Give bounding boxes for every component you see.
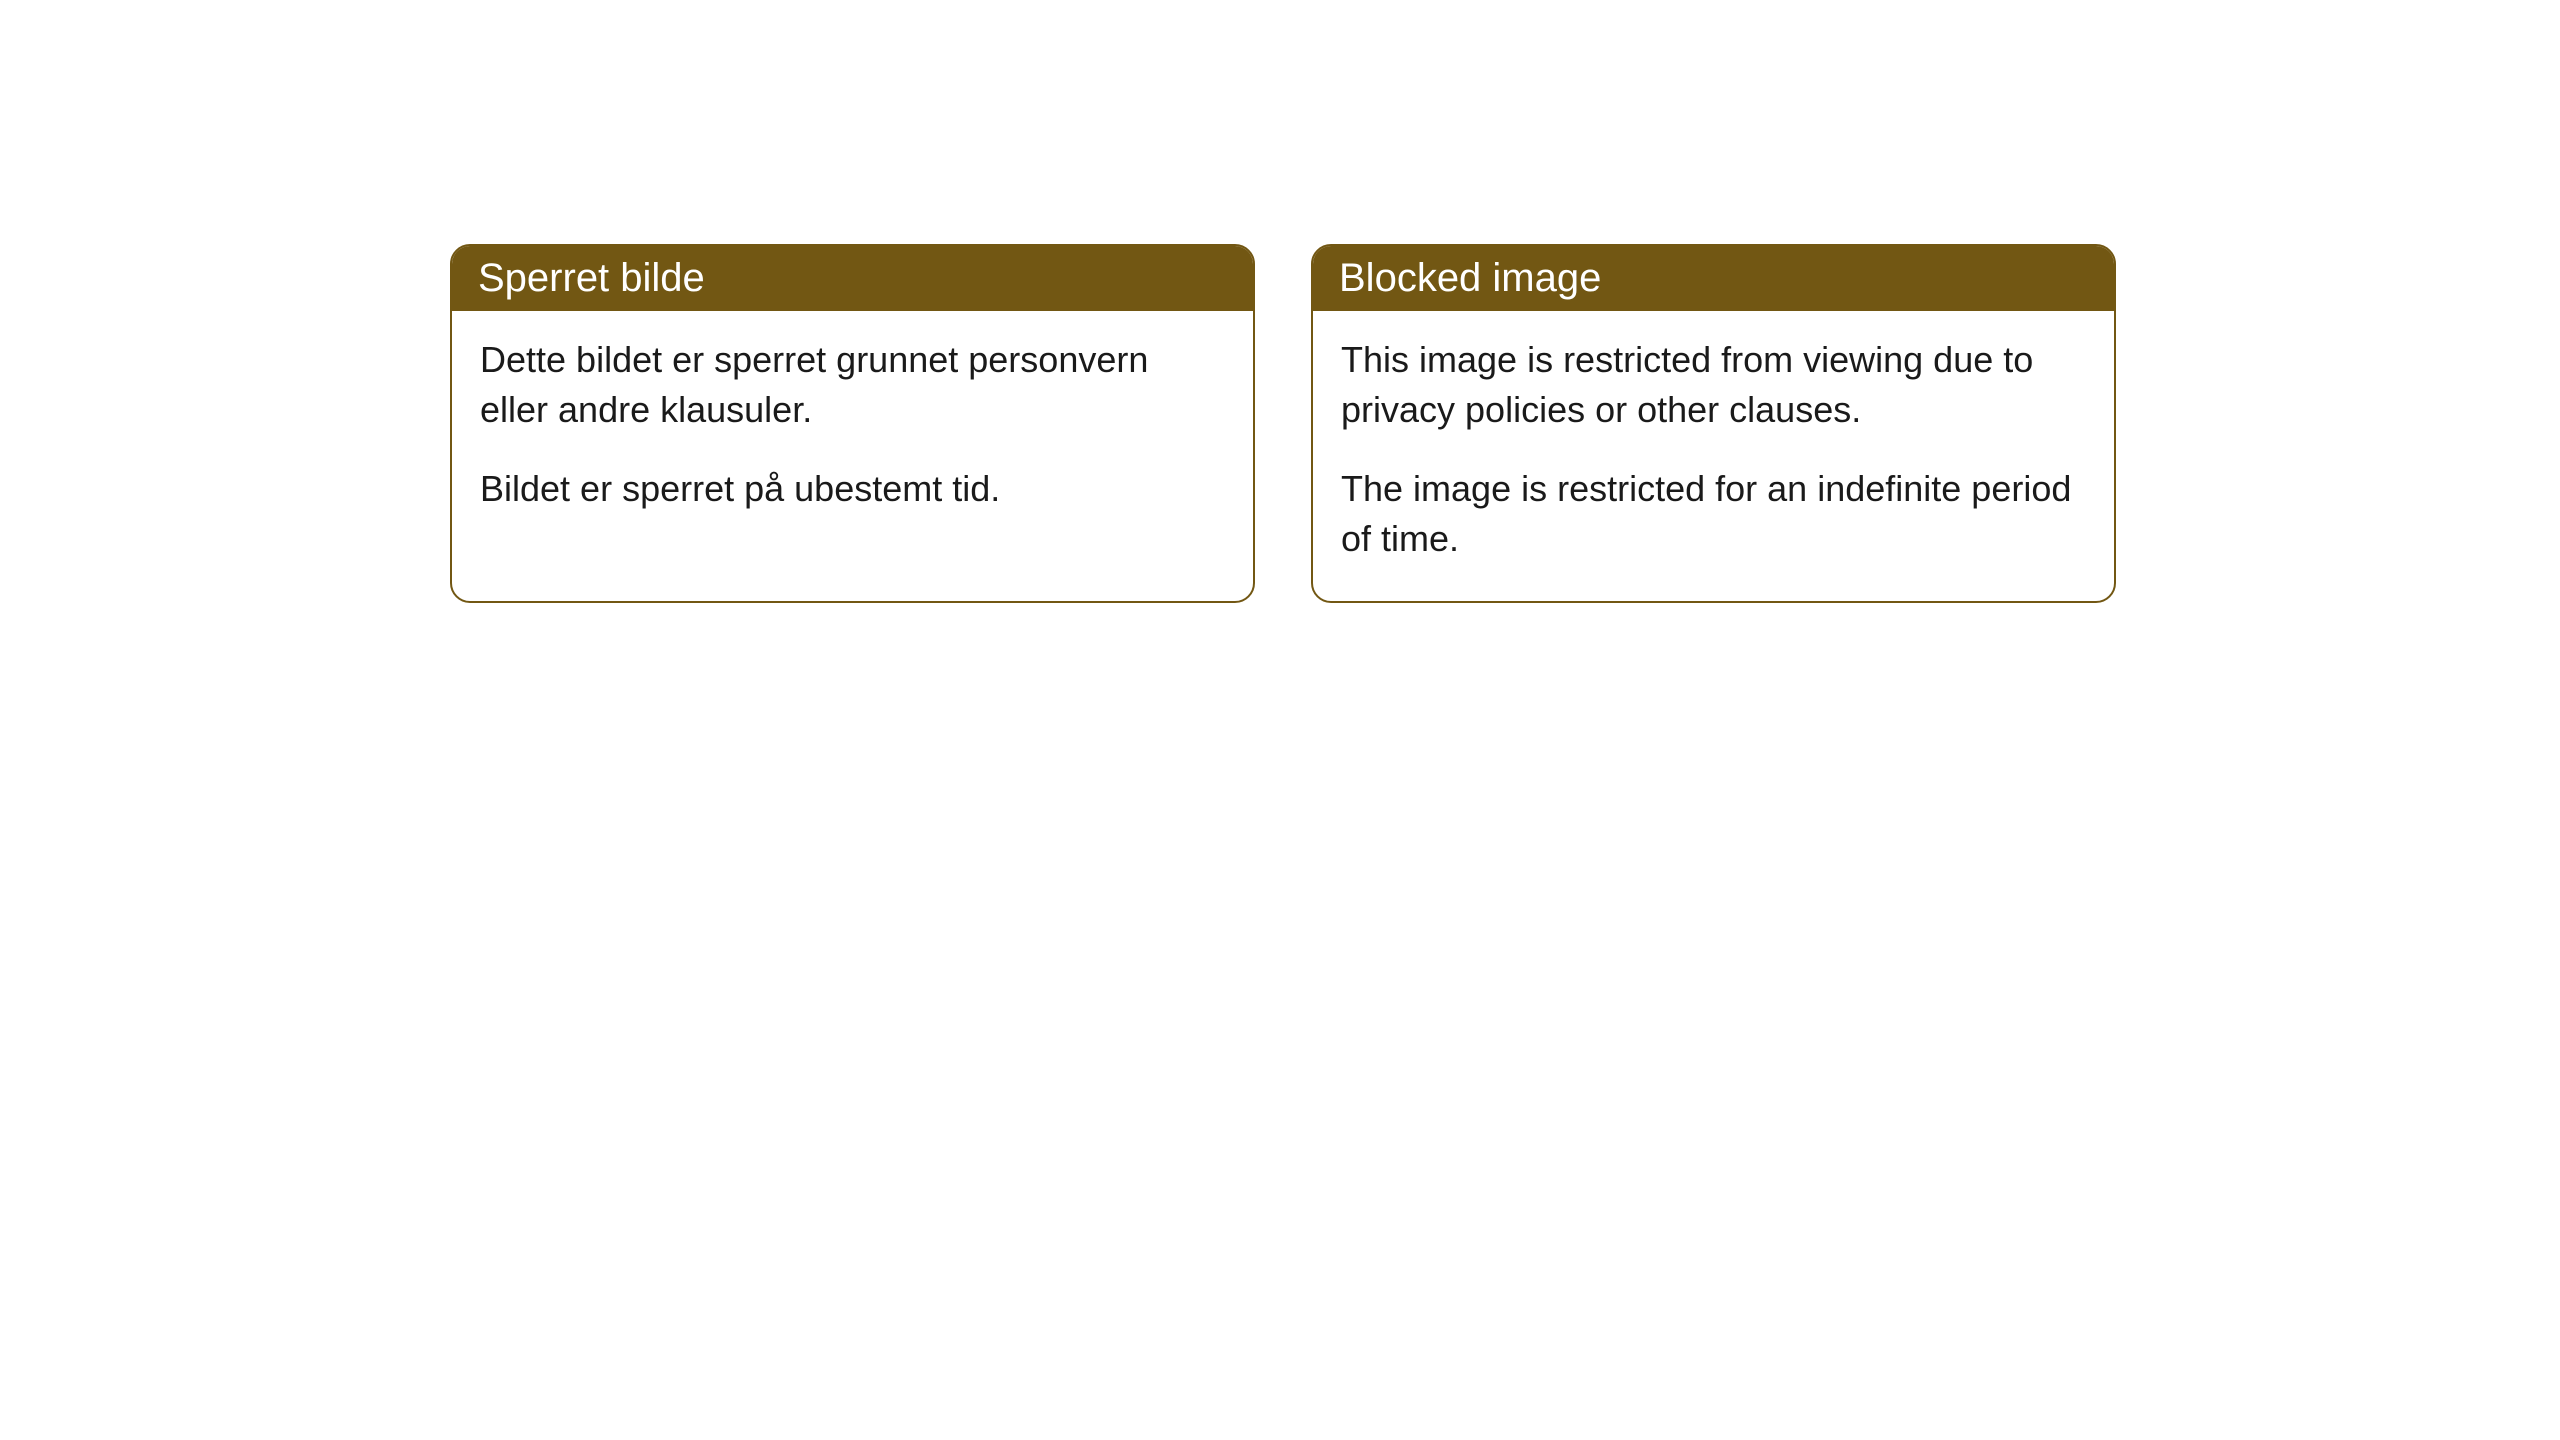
- card-norwegian: Sperret bilde Dette bildet er sperret gr…: [450, 244, 1255, 603]
- card-title-english: Blocked image: [1339, 256, 1601, 300]
- card-body-english: This image is restricted from viewing du…: [1313, 311, 2114, 601]
- card-text-norwegian-1: Dette bildet er sperret grunnet personve…: [480, 335, 1225, 436]
- card-header-english: Blocked image: [1313, 246, 2114, 311]
- card-text-norwegian-2: Bildet er sperret på ubestemt tid.: [480, 464, 1225, 514]
- card-text-english-1: This image is restricted from viewing du…: [1341, 335, 2086, 436]
- card-body-norwegian: Dette bildet er sperret grunnet personve…: [452, 311, 1253, 550]
- card-text-english-2: The image is restricted for an indefinit…: [1341, 464, 2086, 565]
- card-header-norwegian: Sperret bilde: [452, 246, 1253, 311]
- card-container: Sperret bilde Dette bildet er sperret gr…: [450, 244, 2116, 603]
- card-title-norwegian: Sperret bilde: [478, 256, 705, 300]
- card-english: Blocked image This image is restricted f…: [1311, 244, 2116, 603]
